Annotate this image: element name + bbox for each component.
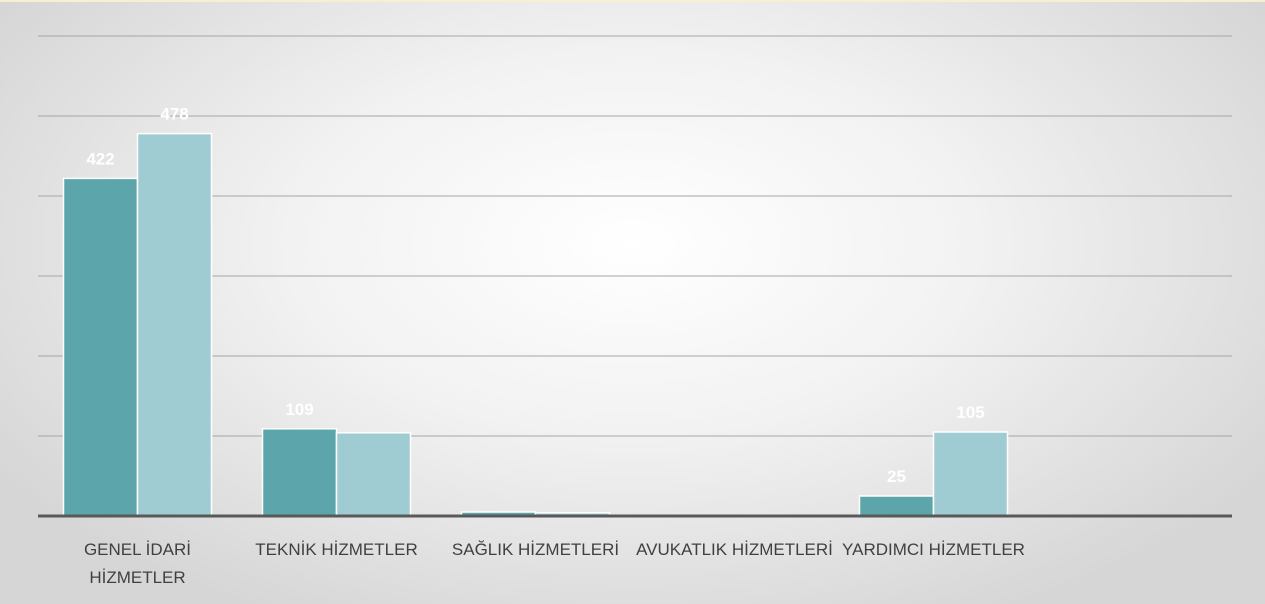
bar xyxy=(335,432,412,517)
value-label: 25 xyxy=(887,467,906,486)
x-tick-label: YARDIMCI HİZMETLER xyxy=(842,540,1025,559)
bar xyxy=(261,428,338,517)
bar xyxy=(62,177,139,517)
bar xyxy=(858,495,935,517)
bar xyxy=(932,431,1009,517)
value-label: 109 xyxy=(285,400,313,419)
value-label: 105 xyxy=(956,403,984,422)
x-tick-label: GENEL İDARİ HİZMETLER xyxy=(83,540,192,587)
value-label: 478 xyxy=(160,105,188,124)
value-label: 422 xyxy=(86,149,114,168)
x-tick-label: AVUKATLIK HİZMETLERİ xyxy=(636,540,833,559)
bar xyxy=(136,132,213,517)
x-tick-label: SAĞLIK HİZMETLERİ xyxy=(451,540,620,559)
x-tick-label: TEKNİK HİZMETLER xyxy=(255,540,418,559)
